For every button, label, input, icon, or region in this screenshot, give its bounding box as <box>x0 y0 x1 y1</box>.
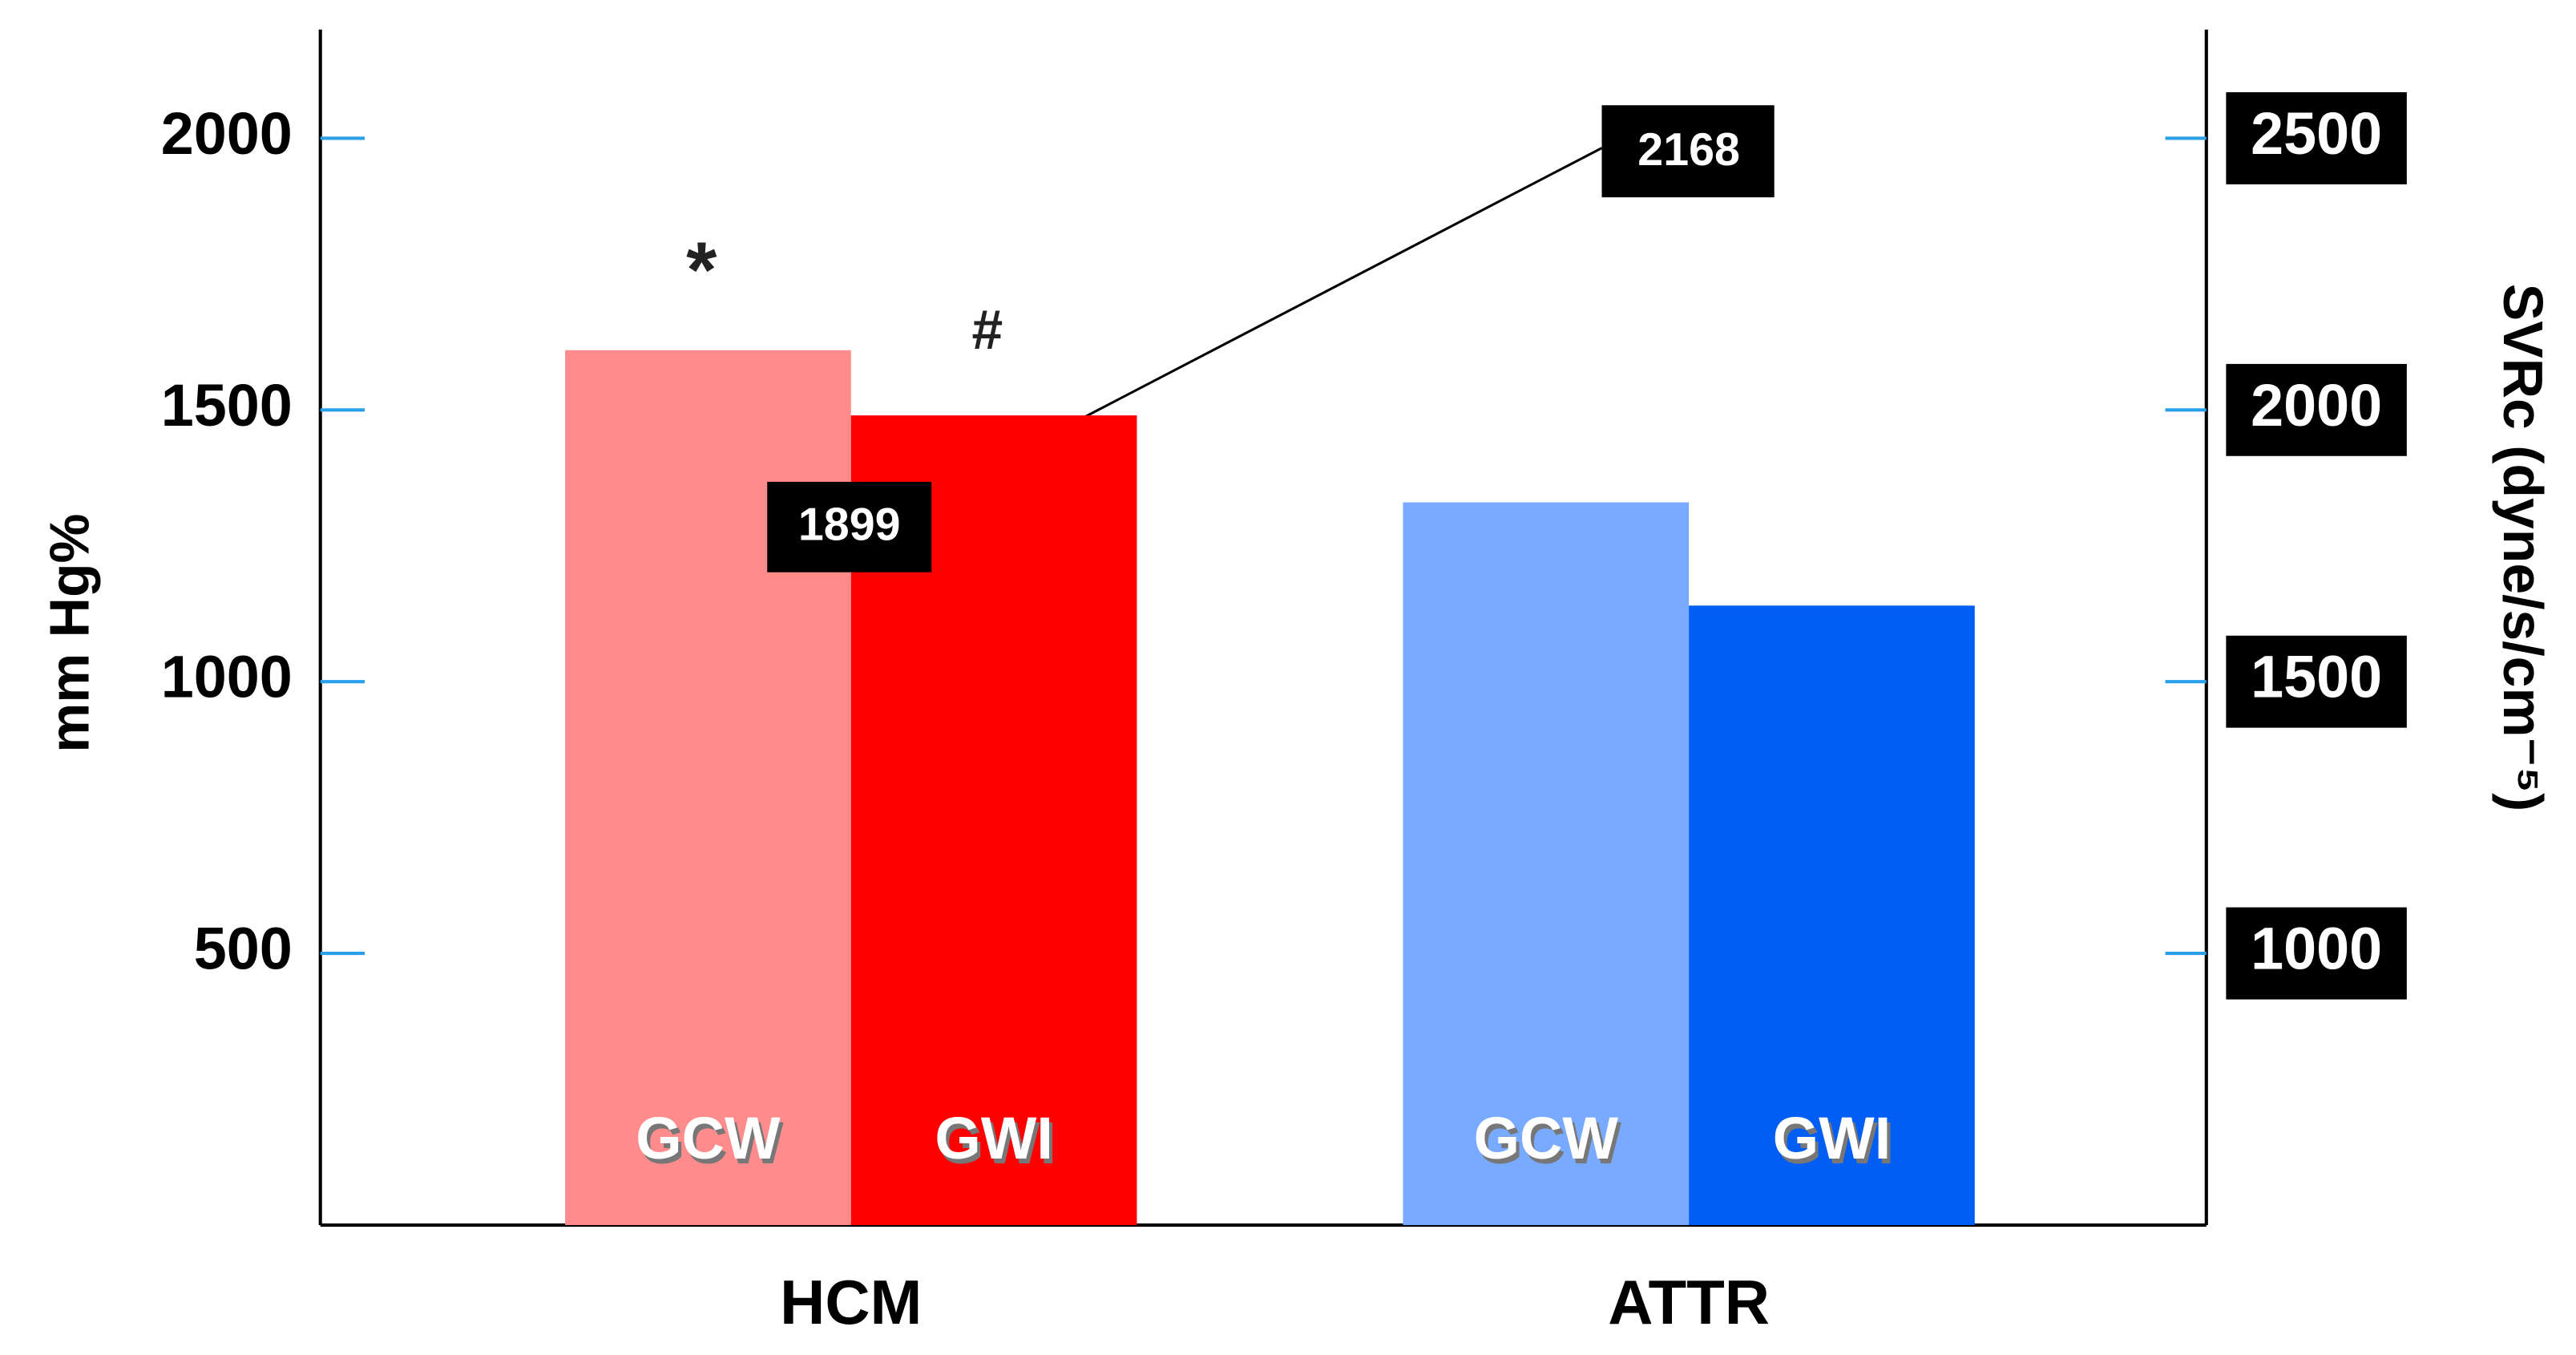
annotation: 1899 <box>798 500 901 551</box>
bar-series-label: GWI <box>938 1110 1056 1176</box>
y-tick-label: 1000 <box>161 644 293 710</box>
y2-tick-box <box>2226 907 2407 1000</box>
bar-series-label: GCW <box>639 1110 784 1176</box>
bar-series-label: GCW <box>1477 1110 1622 1176</box>
x-tick-label: ATTR <box>1608 1267 1770 1337</box>
y-tick-label: 1500 <box>161 372 293 439</box>
y2-tick-box <box>2226 92 2407 184</box>
bar-series-label: GWI <box>1773 1105 1892 1171</box>
bar-series-label: GWI <box>935 1105 1053 1171</box>
annotation-box <box>767 481 932 572</box>
y2-tick-label: 1500 <box>2251 644 2382 710</box>
bar-series-label: GWI <box>1776 1110 1895 1176</box>
bar-series-label: GCW <box>636 1105 781 1171</box>
y2-tick-label: 2500 <box>2251 100 2382 167</box>
annotation-box <box>1601 105 1775 198</box>
x-tick-label: HCM <box>780 1267 922 1337</box>
annotation: 2168 <box>1637 124 1740 176</box>
annotation: # <box>972 298 1003 361</box>
y-tick-label: 500 <box>194 916 293 982</box>
y2-tick-label: 1000 <box>2251 916 2382 982</box>
y2-tick-box <box>2226 635 2407 728</box>
y2-tick-box <box>2226 363 2407 456</box>
bar <box>1403 502 1690 1225</box>
y-axis-label: mm Hg% <box>38 513 101 752</box>
y-tick-label: 2000 <box>161 100 293 167</box>
y2-tick-label: 2000 <box>2251 372 2382 439</box>
bar <box>565 350 851 1225</box>
bar-series-label: GCW <box>1474 1105 1619 1171</box>
bar <box>1689 605 1975 1225</box>
y2-axis-label: SVRc (dyne/s/cm⁻⁵) <box>2492 284 2554 812</box>
annotation: * <box>686 226 717 314</box>
